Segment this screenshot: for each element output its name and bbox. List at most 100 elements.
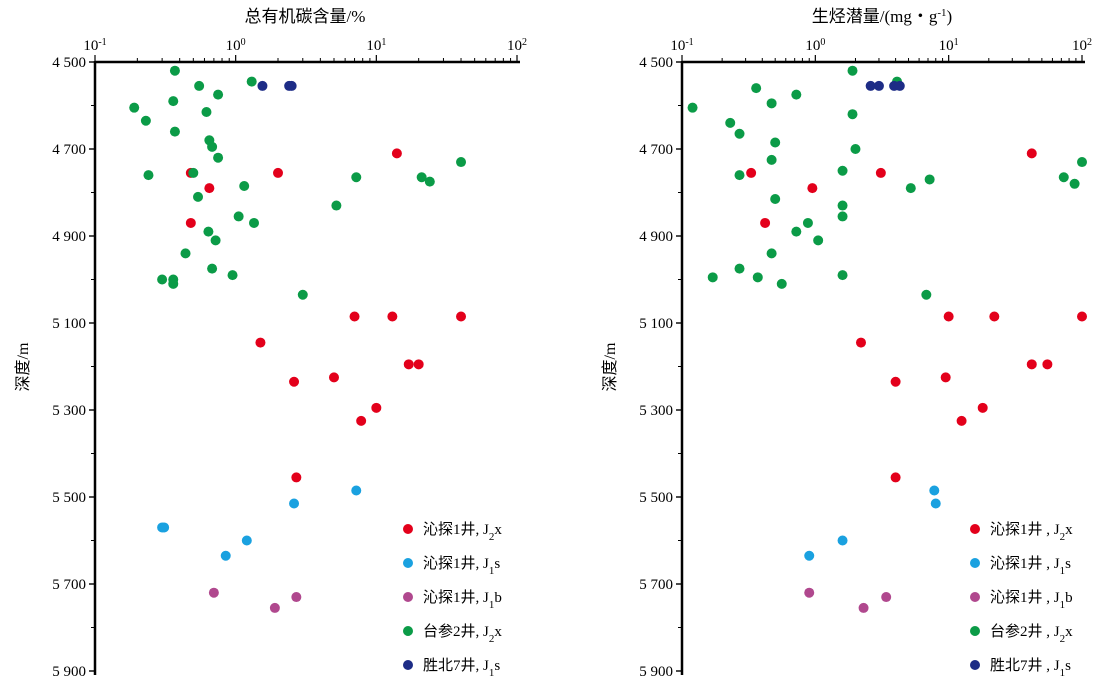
legend-marker	[970, 592, 980, 602]
data-point	[791, 226, 802, 237]
legend-label: 沁探1井, J1s	[423, 555, 500, 577]
y-tick-label: 4 500	[639, 55, 673, 71]
data-point	[180, 248, 191, 259]
data-point	[858, 602, 869, 613]
data-point	[456, 311, 467, 322]
y-tick-label: 5 900	[52, 664, 86, 680]
data-point	[873, 80, 884, 91]
legend-marker	[403, 592, 413, 602]
data-point	[456, 157, 467, 168]
data-point	[687, 102, 698, 113]
y-axis-label: 深度/m	[14, 342, 32, 391]
data-point	[289, 376, 300, 387]
panel-1: 总有机碳含量/% 10-1 100 101 102 4 500 4 700 4 900 5 10…	[14, 7, 527, 680]
data-point	[286, 80, 297, 91]
data-point	[255, 337, 266, 348]
data-point	[143, 170, 154, 181]
data-point	[1058, 172, 1069, 183]
chart-title: 生烃潜量/(mg・g-1)	[812, 7, 952, 26]
data-point	[168, 278, 179, 289]
data-point	[807, 183, 818, 194]
y-tick-label: 4 900	[639, 229, 673, 245]
data-point	[351, 485, 362, 496]
data-point	[185, 217, 196, 228]
y-tick-label: 5 500	[639, 490, 673, 506]
data-point	[804, 587, 815, 598]
data-point	[734, 263, 745, 274]
data-point	[746, 167, 757, 178]
data-point	[1042, 359, 1053, 370]
data-point	[269, 602, 280, 613]
y-tick-label: 5 700	[52, 577, 86, 593]
legend-marker	[970, 626, 980, 636]
data-point	[207, 141, 218, 152]
data-point	[193, 191, 204, 202]
data-point	[956, 415, 967, 426]
data-point	[291, 592, 302, 603]
data-point	[837, 165, 848, 176]
x-tick-label: 10-1	[670, 37, 693, 55]
data-point	[930, 498, 941, 509]
panel-2: 生烃潜量/(mg・g-1) 10-1 100 101 102 4 500 4 700 4 90…	[601, 7, 1092, 680]
chart-title: 总有机碳含量/%	[245, 7, 366, 26]
data-point	[1026, 148, 1037, 159]
y-axis-label: 深度/m	[601, 342, 619, 391]
data-point	[328, 372, 339, 383]
y-tick-label: 4 700	[639, 142, 673, 158]
data-point	[169, 65, 180, 76]
data-point	[204, 183, 215, 194]
data-point	[356, 415, 367, 426]
y-tick-label: 5 100	[52, 316, 86, 332]
legend-label: 沁探1井 , J2x	[990, 521, 1073, 543]
y-tick-label: 4 700	[52, 142, 86, 158]
data-point	[331, 200, 342, 211]
legend-marker	[403, 558, 413, 568]
x-tick-label: 101	[939, 37, 959, 55]
data-point	[943, 311, 954, 322]
data-point	[1026, 359, 1037, 370]
data-point	[159, 522, 170, 533]
data-point	[766, 154, 777, 165]
data-point	[847, 65, 858, 76]
data-point	[855, 337, 866, 348]
y-tick-label: 5 300	[639, 403, 673, 419]
legend-marker	[970, 524, 980, 534]
data-point	[169, 126, 180, 137]
data-point	[813, 235, 824, 246]
data-point	[203, 226, 214, 237]
data-point	[257, 80, 268, 91]
data-point	[890, 472, 901, 483]
y-tick-label: 4 500	[52, 55, 86, 71]
data-point	[241, 535, 252, 546]
legend-label: 台参2井 , J2x	[990, 623, 1073, 645]
data-point	[850, 144, 861, 154]
data-point	[751, 83, 762, 94]
data-point	[246, 76, 257, 87]
legend-label: 沁探1井, J2x	[423, 521, 502, 543]
legend-label: 胜北7井, J1s	[423, 657, 500, 679]
data-point	[157, 274, 168, 285]
data-point	[207, 263, 218, 274]
data-point	[249, 217, 260, 228]
data-point	[387, 311, 398, 322]
data-point	[921, 289, 932, 300]
data-point	[847, 109, 858, 120]
data-point	[776, 278, 787, 289]
legend-marker	[403, 626, 413, 636]
y-tick-label: 5 300	[52, 403, 86, 419]
legend-marker	[970, 558, 980, 568]
data-point	[804, 550, 815, 561]
data-point	[977, 402, 988, 413]
y-tick-label: 4 900	[52, 229, 86, 245]
data-point	[837, 211, 848, 222]
data-point	[213, 152, 224, 163]
data-point	[894, 80, 905, 91]
data-point	[905, 183, 916, 194]
data-point	[291, 472, 302, 483]
data-point	[766, 98, 777, 109]
data-point	[208, 587, 219, 598]
data-point	[734, 128, 745, 139]
data-point	[413, 359, 424, 370]
data-point	[725, 117, 736, 128]
y-tick-label: 5 700	[639, 577, 673, 593]
